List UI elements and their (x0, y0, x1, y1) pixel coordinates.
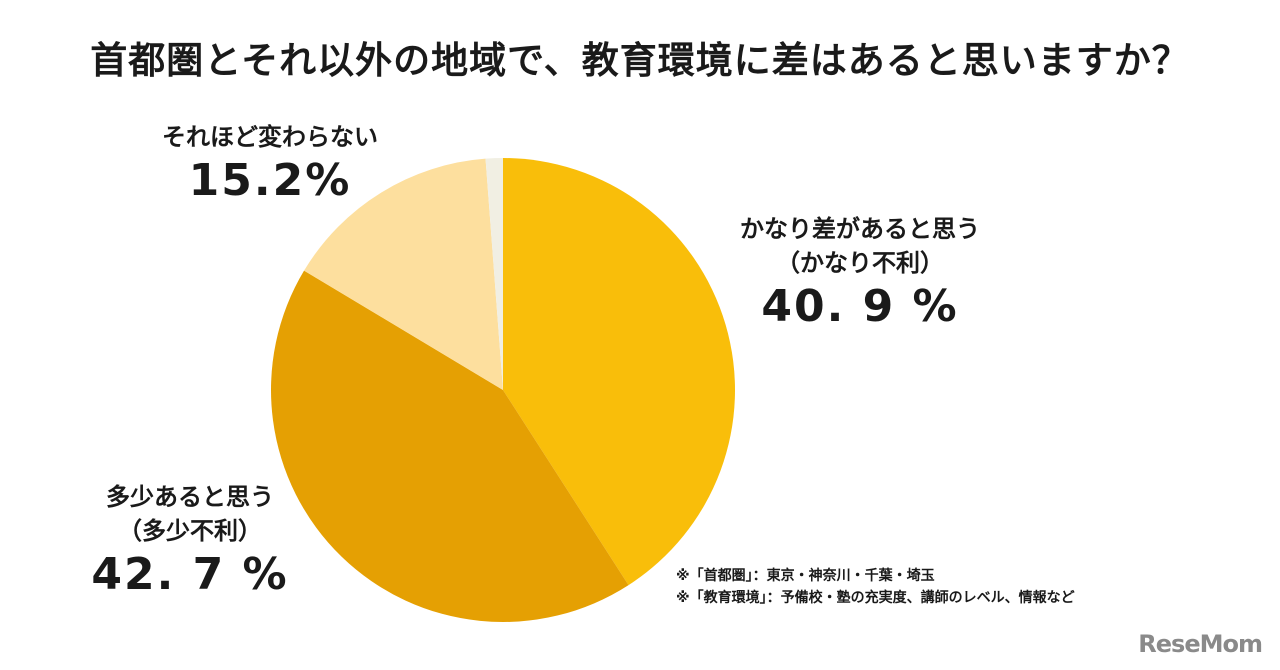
footnote-1: ※「首都圏」：東京・神奈川・千葉・埼玉 (676, 568, 935, 584)
label-slice-0: かなり差があると思う （かなり不利） 40. 9 % (700, 212, 1020, 334)
slice-value: 15.2% (188, 155, 352, 206)
slice-value: 40. 9 % (761, 281, 959, 332)
pie-slice-2 (304, 158, 503, 390)
label-slice-2: それほど変わらない 15.2% (140, 120, 400, 208)
slice-label: かなり差があると思う (740, 215, 980, 243)
pie-slice-3 (485, 158, 503, 390)
slice-label: 多少あると思う (106, 483, 274, 511)
label-slice-1: 多少あると思う （多少不利） 42. 7 % (60, 480, 320, 602)
resemom-logo: ReseMom (1138, 630, 1263, 658)
slice-value: 42. 7 % (91, 549, 289, 600)
slice-sublabel: （かなり不利） (776, 249, 944, 277)
footnote-2: ※「教育環境」：予備校・塾の充実度、講師のレベル、情報など (676, 590, 1075, 606)
chart-title: 首都圏とそれ以外の地域で、教育環境に差はあると思いますか？ (90, 39, 1190, 82)
slice-label: それほど変わらない (162, 123, 378, 151)
pie-slice-0 (503, 158, 735, 586)
pie-slice-1 (271, 270, 629, 622)
slice-sublabel: （多少不利） (118, 517, 262, 545)
